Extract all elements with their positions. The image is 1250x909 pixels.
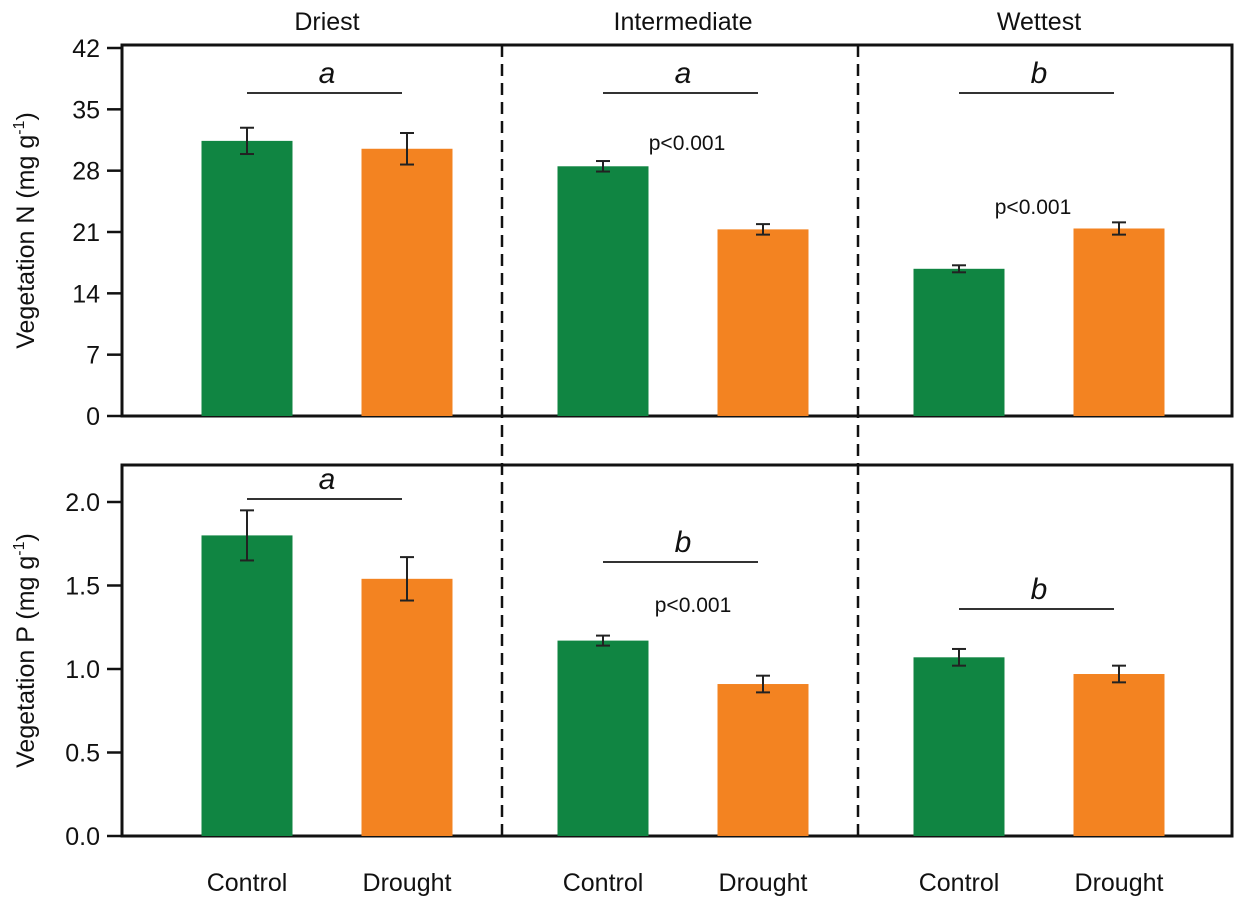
- y-tick-label: 14: [72, 280, 100, 308]
- x-tick-label-control: Control: [919, 869, 1000, 897]
- bar-drought: [361, 578, 453, 836]
- x-tick-label-control: Control: [207, 869, 288, 897]
- y-tick-label: 0: [86, 403, 100, 431]
- panel-frame: [120, 43, 1234, 418]
- group-title-intermediate: Intermediate: [614, 8, 753, 36]
- group-title-wettest: Wettest: [997, 8, 1081, 36]
- panel-frame: [120, 463, 1234, 838]
- y-axis-label-main: Vegetation P (mg g: [12, 556, 40, 768]
- y-tick-label: 7: [86, 342, 100, 370]
- significance-letter: b: [1031, 57, 1048, 90]
- y-tick-label: 1.5: [65, 573, 100, 601]
- y-axis-label-sup: -1: [11, 541, 28, 555]
- significance-letter: a: [319, 463, 336, 496]
- bar-drought: [717, 684, 809, 836]
- y-tick-label: 1.0: [65, 656, 100, 684]
- y-tick-label: 28: [72, 158, 100, 186]
- significance-letter: a: [675, 57, 692, 90]
- bar-drought: [1073, 674, 1165, 836]
- bar-control: [913, 268, 1005, 416]
- y-axis-label-close: ): [12, 112, 40, 120]
- y-axis-label-main: Vegetation N (mg g: [12, 135, 40, 349]
- p-value: p<0.001: [655, 594, 732, 617]
- y-tick-label: 0.5: [65, 740, 100, 768]
- significance-letter: a: [319, 57, 336, 90]
- bar-control: [913, 657, 1005, 836]
- x-tick-label-drought: Drought: [363, 869, 452, 897]
- bar-control: [201, 140, 293, 416]
- significance-letter: b: [1031, 573, 1048, 606]
- bar-drought: [1073, 228, 1165, 416]
- p-value: p<0.001: [995, 196, 1072, 219]
- bar-control: [557, 166, 649, 416]
- y-axis-label-close: ): [12, 533, 40, 541]
- y-tick-label: 35: [72, 96, 100, 124]
- y-axis-label-sup: -1: [11, 120, 28, 134]
- bar-drought: [717, 229, 809, 416]
- x-tick-label-drought: Drought: [1075, 869, 1164, 897]
- p-value: p<0.001: [649, 132, 726, 155]
- bar-drought: [361, 148, 453, 416]
- x-tick-label-control: Control: [563, 869, 644, 897]
- y-tick-label: 42: [72, 35, 100, 63]
- y-tick-label: 21: [72, 219, 100, 247]
- y-tick-label: 2.0: [65, 489, 100, 517]
- y-axis-label: Vegetation P (mg g-1): [11, 533, 40, 768]
- y-axis-label: Vegetation N (mg g-1): [11, 112, 40, 349]
- x-tick-label-drought: Drought: [719, 869, 808, 897]
- y-tick-label: 0.0: [65, 823, 100, 851]
- bar-control: [201, 535, 293, 836]
- group-title-driest: Driest: [294, 8, 359, 36]
- significance-letter: b: [675, 526, 692, 559]
- bar-control: [557, 640, 649, 836]
